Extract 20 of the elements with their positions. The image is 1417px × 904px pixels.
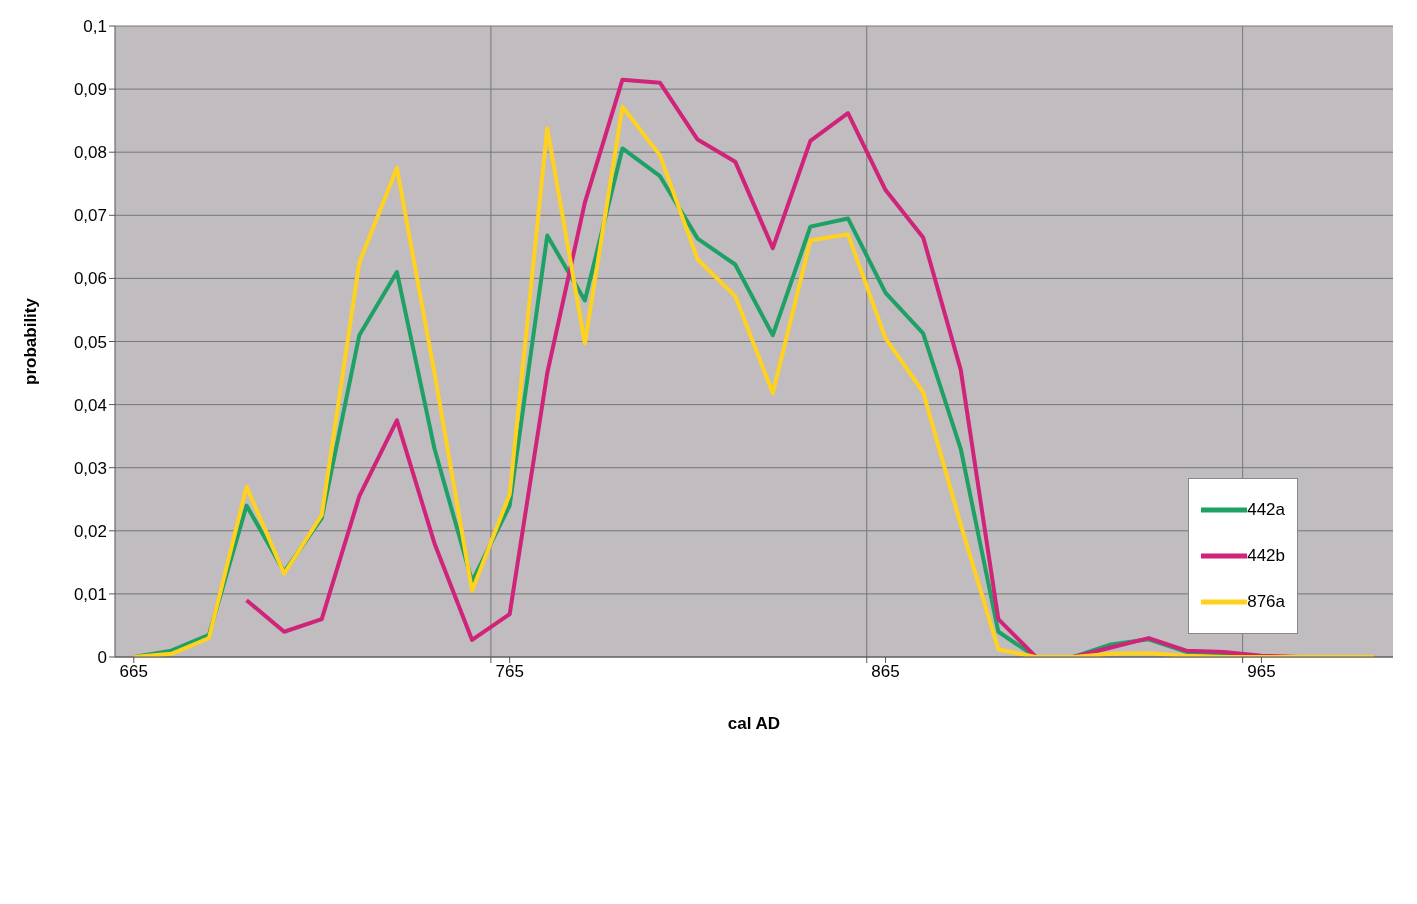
y-tick-label: 0,09 — [73, 80, 107, 100]
y-tick-label: 0,1 — [83, 17, 107, 37]
x-tick-label: 765 — [495, 662, 524, 682]
y-tick-label: 0,05 — [73, 332, 107, 352]
y-tick-label: 0,06 — [73, 269, 107, 289]
y-tick-label: 0 — [97, 648, 107, 668]
y-axis-title: probability — [21, 297, 41, 385]
x-tick-label: 665 — [119, 662, 148, 682]
x-tick-label: 865 — [871, 662, 900, 682]
y-tick-label: 0,03 — [73, 458, 107, 478]
x-axis-title: cal AD — [727, 714, 781, 733]
legend-label: 876a — [1247, 592, 1285, 612]
x-tick-label: 965 — [1247, 662, 1276, 682]
legend-label: 442a — [1247, 500, 1285, 520]
y-tick-label: 0,08 — [73, 143, 107, 163]
legend-label: 442b — [1247, 546, 1285, 566]
y-tick-label: 0,07 — [73, 206, 107, 226]
y-tick-label: 0,01 — [73, 584, 107, 604]
y-tick-label: 0,04 — [73, 395, 107, 415]
y-tick-label: 0,02 — [73, 521, 107, 541]
